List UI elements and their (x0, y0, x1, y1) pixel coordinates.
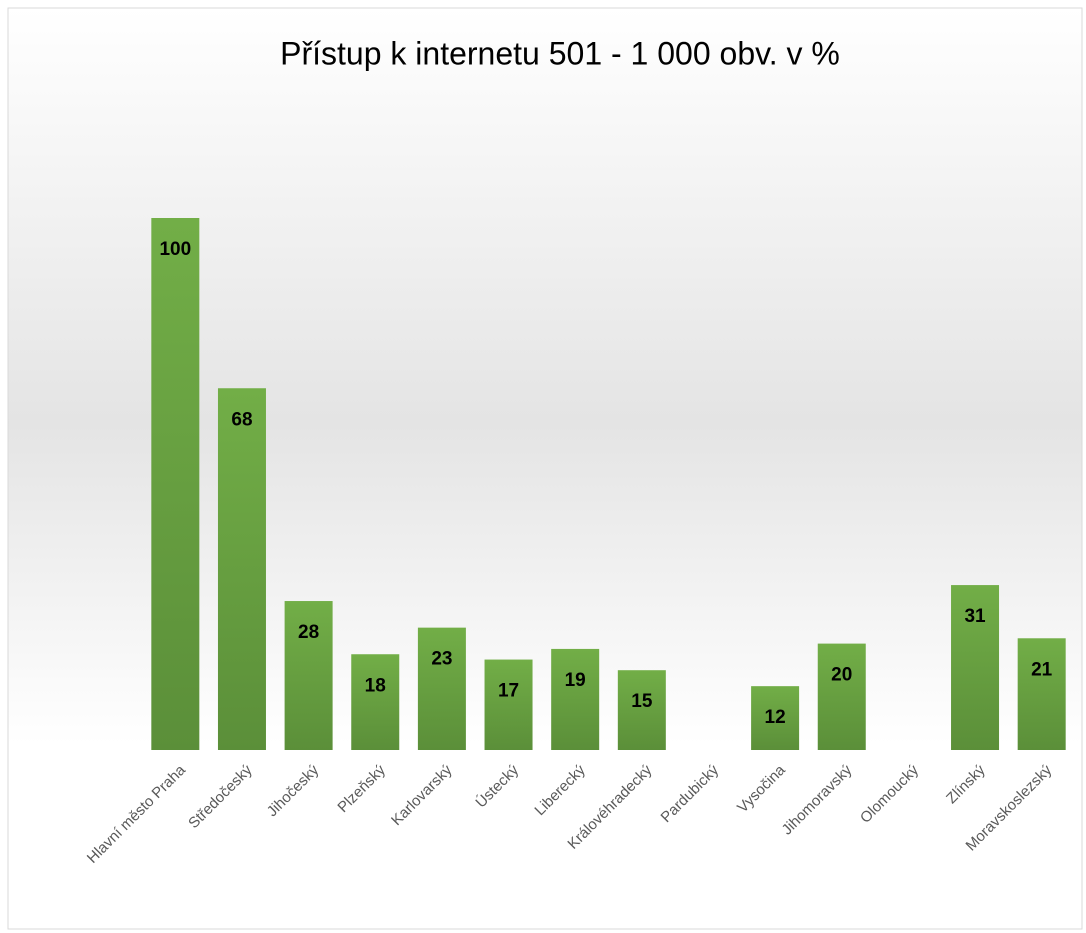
data-label: 28 (298, 622, 319, 643)
bar (484, 659, 533, 750)
bar (351, 654, 400, 750)
data-label: 21 (1031, 659, 1053, 680)
bar (951, 585, 1000, 750)
chart-title: Přístup k internetu 501 - 1 000 obv. v % (280, 35, 840, 71)
data-label: 20 (831, 665, 852, 686)
bar (151, 218, 200, 750)
data-label: 100 (159, 239, 191, 260)
bar (1017, 638, 1066, 750)
bar (551, 648, 600, 750)
bar (617, 670, 666, 750)
data-label: 31 (964, 606, 986, 627)
bar (284, 601, 333, 750)
data-label: 15 (631, 691, 653, 712)
data-label: 68 (231, 409, 252, 430)
data-label: 17 (498, 681, 519, 702)
bar (217, 388, 266, 750)
bar (751, 686, 800, 750)
data-label: 12 (765, 707, 786, 728)
bar (817, 643, 866, 750)
data-label: 18 (365, 675, 386, 696)
data-label: 19 (565, 670, 586, 691)
bar (417, 627, 466, 750)
data-label: 23 (431, 649, 452, 670)
